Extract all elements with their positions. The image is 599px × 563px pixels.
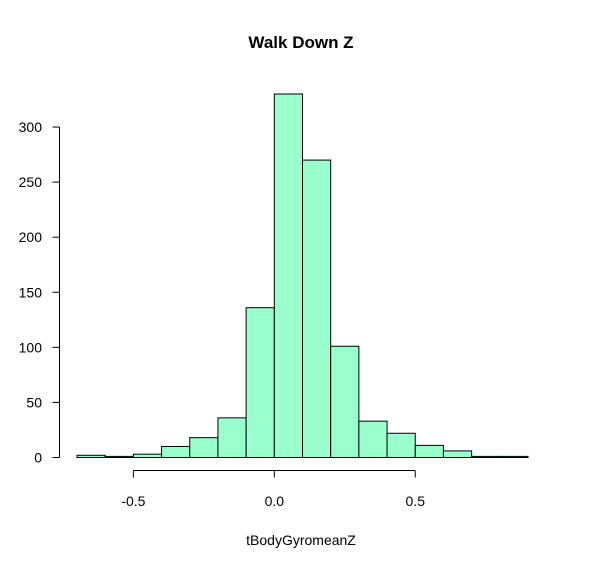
histogram-bar bbox=[104, 455, 134, 459]
y-axis: 0 50 100 150 200 250 300 bbox=[19, 119, 60, 466]
histogram-bar bbox=[414, 444, 444, 458]
histogram-bar bbox=[245, 307, 275, 458]
histogram-bar bbox=[161, 445, 191, 459]
histogram-bar bbox=[386, 432, 416, 458]
chart-title: Walk Down Z bbox=[248, 33, 353, 52]
y-tick-label: 100 bbox=[19, 339, 43, 355]
x-tick-label: 0.5 bbox=[406, 493, 426, 509]
x-axis: -0.5 0.0 0.5 bbox=[121, 470, 426, 509]
histogram-bar bbox=[76, 454, 106, 458]
histogram-bar bbox=[499, 455, 529, 459]
histogram-bar bbox=[189, 437, 219, 459]
bars-group bbox=[76, 93, 529, 459]
y-tick-label: 150 bbox=[19, 284, 43, 300]
y-tick-label: 0 bbox=[34, 450, 42, 466]
histogram-bar bbox=[302, 159, 332, 458]
x-axis-label: tBodyGyromeanZ bbox=[246, 532, 356, 548]
y-tick-label: 200 bbox=[19, 229, 43, 245]
y-tick-label: 250 bbox=[19, 174, 43, 190]
histogram-bar bbox=[358, 420, 388, 458]
histogram-bar bbox=[471, 455, 501, 459]
histogram-bar bbox=[442, 450, 473, 458]
histogram-bar bbox=[273, 93, 303, 458]
y-tick-label: 300 bbox=[19, 119, 43, 135]
x-tick-label: 0.0 bbox=[265, 493, 285, 509]
x-tick-label: -0.5 bbox=[121, 493, 145, 509]
histogram-bar bbox=[132, 453, 163, 459]
histogram-bar bbox=[330, 345, 360, 459]
histogram-bar bbox=[217, 417, 247, 459]
y-tick-label: 50 bbox=[26, 394, 42, 410]
